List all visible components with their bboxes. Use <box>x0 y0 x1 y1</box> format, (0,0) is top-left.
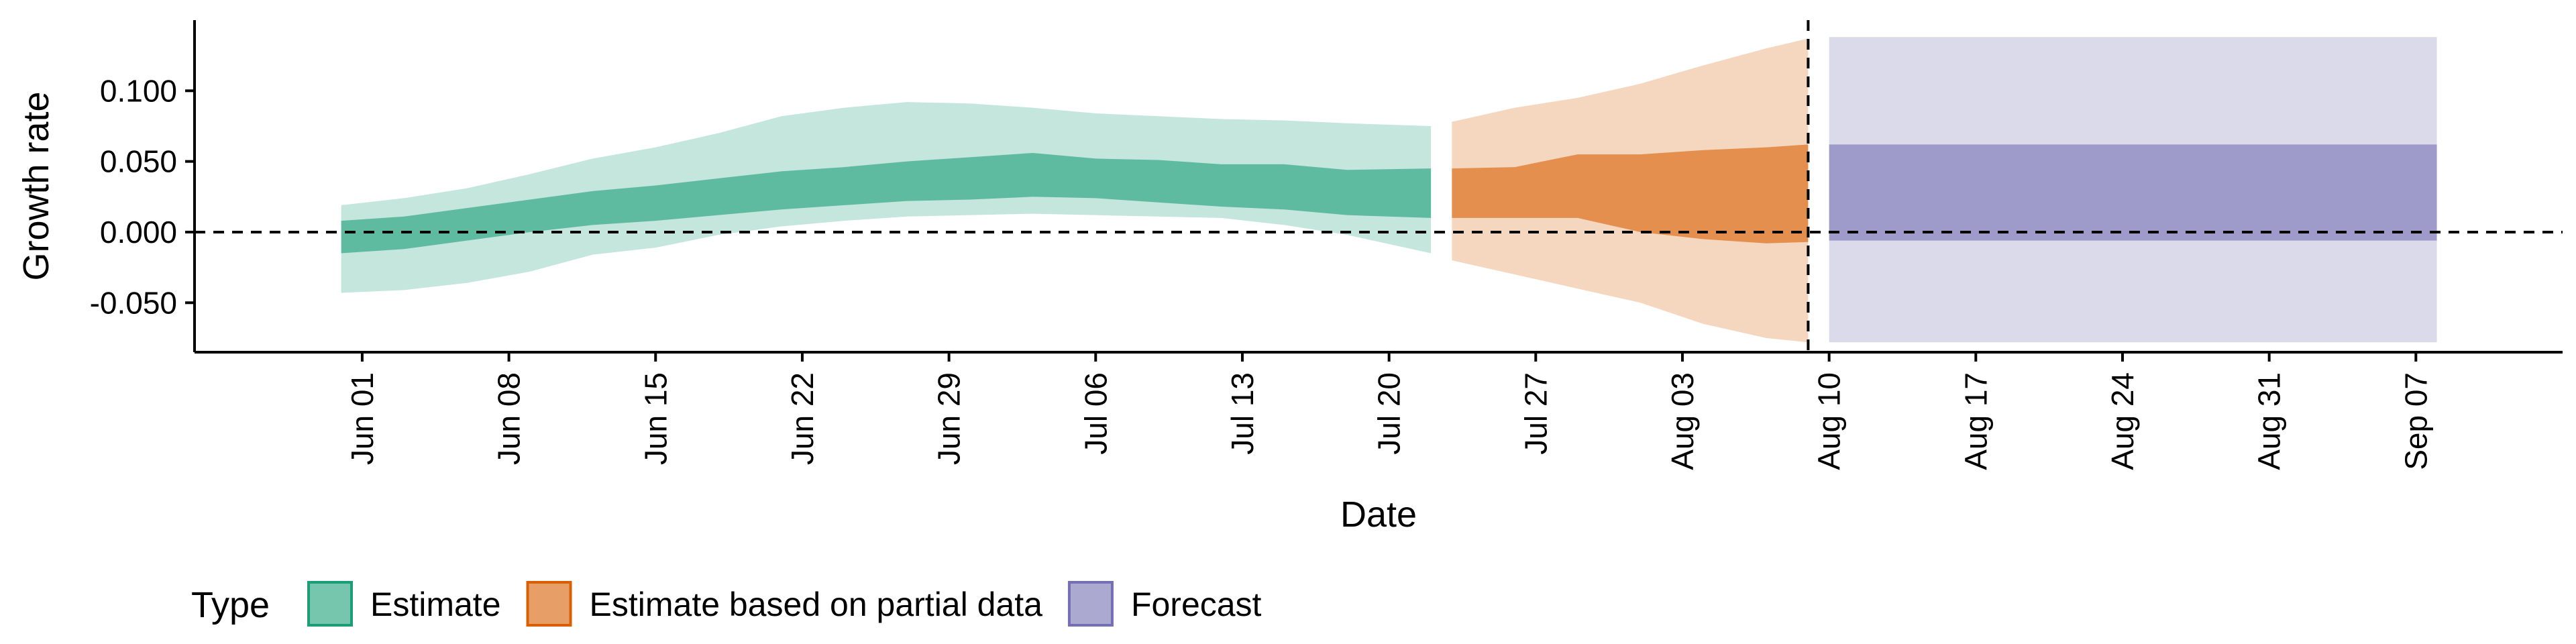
y-tick-label: 0.000 <box>100 215 177 250</box>
x-tick-label: Jun 15 <box>638 372 673 465</box>
x-tick-label: Jun 22 <box>785 372 820 465</box>
x-axis-ticks: Jun 01 Jun 08 Jun 15 Jun 22 Jun 29 Jul 06 Jul … <box>345 352 2433 470</box>
x-tick-label: Aug 24 <box>2105 372 2140 470</box>
legend-label: Forecast <box>1131 586 1262 623</box>
legend: Type Estimate Estimate based on partial d… <box>191 581 1262 627</box>
x-tick-label: Jul 20 <box>1372 372 1407 455</box>
legend-swatch <box>526 581 572 627</box>
reference-lines <box>195 20 2563 352</box>
x-tick-label: Aug 31 <box>2252 372 2287 470</box>
x-tick-label: Aug 17 <box>1958 372 1993 470</box>
y-axis-title: Growth rate <box>16 91 56 280</box>
x-tick-label: Jul 13 <box>1225 372 1260 455</box>
legend-label: Estimate <box>370 586 501 623</box>
legend-label: Estimate based on partial data <box>590 586 1043 623</box>
x-tick-label: Jul 27 <box>1518 372 1553 455</box>
y-tick-label: 0.100 <box>100 73 177 108</box>
x-tick-label: Aug 03 <box>1665 372 1700 470</box>
ci50-band-0 <box>341 153 1432 254</box>
x-tick-label: Sep 07 <box>2398 372 2433 470</box>
x-tick-label: Jul 06 <box>1078 372 1113 455</box>
band-layer <box>341 37 2437 343</box>
legend-swatch <box>1067 581 1114 627</box>
x-tick-label: Jun 29 <box>932 372 967 465</box>
x-tick-label: Aug 10 <box>1812 372 1847 470</box>
x-tick-label: Jun 08 <box>492 372 527 465</box>
ci50-band-1 <box>1452 144 1809 244</box>
x-tick-label: Jun 01 <box>345 372 380 465</box>
y-tick-label: -0.050 <box>90 285 177 320</box>
axes <box>193 20 2563 354</box>
x-axis-title: Date <box>1340 494 1417 535</box>
y-axis-ticks: 0.100 0.050 0.000 -0.050 <box>90 73 195 320</box>
legend-swatch <box>307 581 353 627</box>
legend-title: Type <box>191 585 270 625</box>
ci50-band-2 <box>1829 144 2437 241</box>
y-tick-label: 0.050 <box>100 144 177 179</box>
